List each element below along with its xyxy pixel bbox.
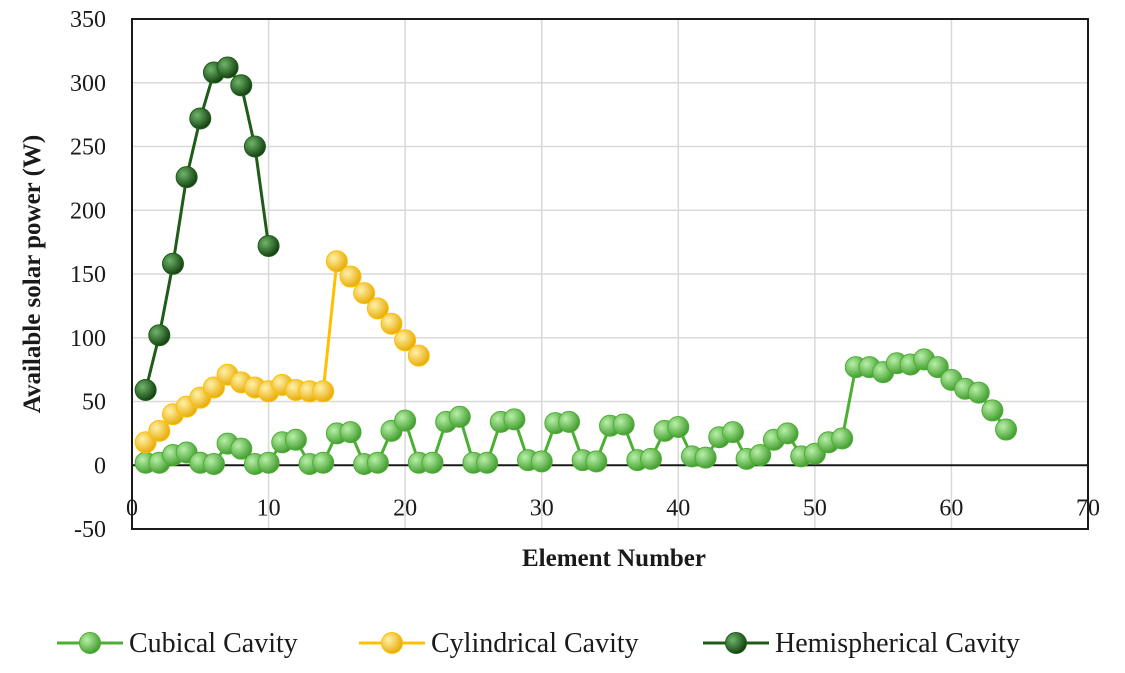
y-tick-label: 350 <box>70 7 106 33</box>
y-tick-label: 0 <box>94 453 106 479</box>
data-point <box>339 265 362 288</box>
data-point <box>284 428 307 451</box>
y-tick-label: 100 <box>70 326 106 352</box>
x-tick-label: 30 <box>530 495 554 521</box>
legend-label: Cylindrical Cavity <box>431 628 639 659</box>
data-point <box>981 399 1004 422</box>
legend-marker-icon <box>725 632 747 654</box>
x-tick-label: 0 <box>126 495 138 521</box>
y-tick-label: 300 <box>70 71 106 97</box>
data-point <box>230 437 253 460</box>
legend-item: Cylindrical Cavity <box>359 628 639 659</box>
legend: Cubical Cavity Cylindrical Cavity Hemisphe… <box>57 628 1020 659</box>
legend-label: Hemispherical Cavity <box>775 628 1020 659</box>
tick-labels: -50 0 50 100 150 200 250 300 350 0 10 20 30 40 50 60 70 <box>70 7 1100 543</box>
data-point <box>325 250 348 273</box>
data-point <box>476 451 499 474</box>
series-0 <box>134 348 1018 475</box>
data-point <box>585 450 608 473</box>
y-tick-label: -50 <box>74 517 106 543</box>
x-axis-title: Element Number <box>522 545 706 572</box>
plot-frame <box>131 18 1089 530</box>
data-point <box>202 376 225 399</box>
x-tick-label: 60 <box>939 495 963 521</box>
data-point <box>202 452 225 475</box>
data-point <box>134 379 157 402</box>
data-point <box>407 344 430 367</box>
series-1 <box>134 250 430 454</box>
series-group <box>134 56 1018 475</box>
data-point <box>776 422 799 445</box>
x-tick-label: 70 <box>1076 495 1100 521</box>
y-tick-label: 250 <box>70 135 106 161</box>
data-point <box>448 405 471 428</box>
grid <box>131 18 1089 530</box>
data-point <box>366 297 389 320</box>
y-tick-label: 50 <box>82 390 106 416</box>
data-point <box>558 410 581 433</box>
data-point <box>312 380 335 403</box>
x-tick-label: 20 <box>393 495 417 521</box>
data-point <box>530 450 553 473</box>
legend-marker-icon <box>381 632 403 654</box>
data-point <box>148 324 171 347</box>
y-tick-label: 150 <box>70 262 106 288</box>
y-tick-label: 200 <box>70 198 106 224</box>
data-point <box>216 56 239 79</box>
x-tick-label: 10 <box>257 495 281 521</box>
data-point <box>612 413 635 436</box>
data-point <box>694 446 717 469</box>
data-point <box>721 421 744 444</box>
data-point <box>667 416 690 438</box>
data-point <box>161 252 184 275</box>
data-point <box>230 74 253 97</box>
data-point <box>749 444 772 467</box>
data-point <box>639 447 662 470</box>
legend-label: Cubical Cavity <box>129 628 298 659</box>
data-point <box>831 427 854 450</box>
data-point <box>394 329 417 352</box>
y-axis-title: Available solar power (W) <box>19 135 46 413</box>
data-point <box>353 282 376 305</box>
data-point <box>189 107 212 130</box>
legend-item: Cubical Cavity <box>57 628 298 659</box>
data-point <box>339 421 362 444</box>
data-point <box>503 408 526 431</box>
data-point <box>926 356 949 379</box>
data-point <box>257 234 280 257</box>
legend-item: Hemispherical Cavity <box>703 628 1020 659</box>
data-point <box>257 451 280 474</box>
data-point <box>380 312 403 335</box>
x-tick-label: 40 <box>666 495 690 521</box>
x-tick-label: 50 <box>803 495 827 521</box>
data-point <box>394 409 417 432</box>
legend-marker-icon <box>79 632 101 654</box>
data-point <box>243 135 266 158</box>
data-point <box>995 418 1018 441</box>
data-point <box>175 166 198 189</box>
series-2 <box>134 56 280 402</box>
data-point <box>421 451 444 474</box>
data-point <box>148 419 171 442</box>
data-point <box>312 451 335 474</box>
series-line <box>144 65 271 391</box>
data-point <box>366 451 389 474</box>
data-point <box>967 381 990 404</box>
